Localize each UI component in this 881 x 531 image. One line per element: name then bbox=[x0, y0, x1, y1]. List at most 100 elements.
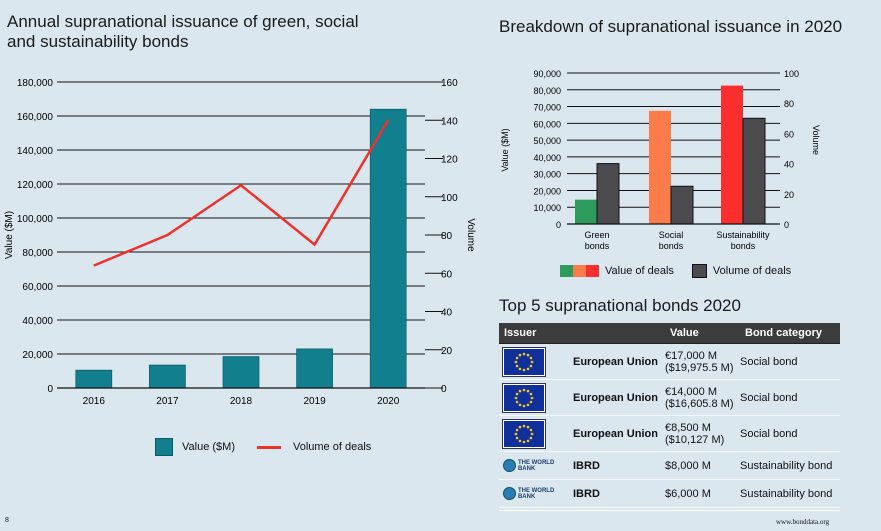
y-tick-label: 40,000 bbox=[22, 316, 53, 327]
legend-volume-label: Volume of deals bbox=[712, 265, 792, 277]
globe-icon bbox=[503, 487, 516, 500]
star bbox=[530, 432, 534, 435]
value-bar bbox=[575, 199, 597, 224]
table-row: THE WORLD BANK IBRD $8,000 M Sustainability… bbox=[499, 452, 840, 480]
issuer-cell: IBRD bbox=[573, 487, 600, 500]
globe-icon bbox=[503, 459, 516, 472]
logo-cell bbox=[499, 347, 573, 376]
y-tick-label: 0 bbox=[556, 220, 561, 230]
x-tick-label: Green bbox=[584, 230, 609, 240]
value-bar bbox=[75, 369, 113, 389]
volume-bar bbox=[742, 117, 766, 225]
x-tick-label: Sustainability bbox=[716, 230, 770, 240]
header-value: Value bbox=[670, 327, 699, 339]
value-primary: $8,000 M bbox=[665, 459, 711, 472]
eu-flag-icon bbox=[503, 383, 545, 412]
website-link[interactable]: www.bonddata.org bbox=[776, 518, 830, 526]
legend-red-swatch bbox=[586, 265, 599, 277]
y-tick-label: 70,000 bbox=[533, 103, 561, 113]
value-cell: €8,500 M ($10,127 M) bbox=[665, 422, 740, 446]
volume-bar bbox=[670, 185, 694, 225]
legend-green-swatch bbox=[560, 265, 573, 277]
y-tick-label: 100,000 bbox=[17, 214, 54, 225]
star bbox=[529, 436, 533, 439]
eu-flag-icon bbox=[503, 419, 545, 448]
y2-tick-label: 140 bbox=[441, 116, 458, 127]
star bbox=[529, 364, 533, 367]
eu-stars bbox=[514, 424, 534, 443]
legend-bar-swatch bbox=[155, 438, 173, 456]
star bbox=[522, 352, 526, 355]
x-tick-label: 2019 bbox=[303, 396, 326, 407]
star bbox=[526, 439, 530, 442]
y2-tick-label: 0 bbox=[784, 220, 789, 230]
y-tick-label: 20,000 bbox=[533, 186, 561, 196]
star bbox=[529, 356, 533, 359]
footer-divider bbox=[499, 510, 840, 511]
y2-tick-label: 40 bbox=[441, 308, 453, 319]
logo-cell bbox=[499, 419, 573, 448]
y-tick-label: 80,000 bbox=[22, 248, 53, 259]
star bbox=[515, 400, 519, 403]
y-tick-label: 180,000 bbox=[17, 78, 54, 89]
y-tick-label: 120,000 bbox=[17, 180, 54, 191]
right-chart-title: Breakdown of supranational issuance in 2… bbox=[499, 17, 843, 36]
issuer-cell: European Union bbox=[573, 427, 658, 440]
volume-line bbox=[93, 119, 390, 267]
value-usd: ($16,605.8 M) bbox=[665, 397, 734, 410]
table-row: European Union €8,500 M ($10,127 M) Social … bbox=[499, 416, 840, 452]
eu-stars bbox=[514, 388, 534, 407]
value-cell: €17,000 M ($19,975.5 M) bbox=[665, 350, 740, 374]
eu-stars bbox=[514, 352, 534, 371]
value-bar bbox=[369, 108, 407, 389]
star bbox=[526, 403, 530, 406]
star bbox=[514, 432, 518, 435]
legend-volume-swatch bbox=[691, 264, 707, 278]
y2-tick-label: 100 bbox=[441, 193, 458, 204]
star bbox=[518, 367, 522, 370]
category-cell: Sustainability bond bbox=[740, 459, 833, 472]
star bbox=[529, 392, 533, 395]
x-tick-label: bonds bbox=[659, 241, 684, 251]
y2-axis-label: Volume bbox=[465, 218, 476, 252]
y-tick-label: 80,000 bbox=[533, 86, 561, 96]
value-bar bbox=[222, 356, 260, 389]
y-tick-label: 30,000 bbox=[533, 170, 561, 180]
y2-tick-label: 80 bbox=[784, 99, 794, 109]
y-tick-label: 60,000 bbox=[22, 282, 53, 293]
x-tick-label: bonds bbox=[731, 241, 756, 251]
table-body: European Union €17,000 M ($19,975.5 M) Soci… bbox=[499, 344, 840, 508]
value-primary: $6,000 M bbox=[665, 487, 711, 500]
star bbox=[518, 425, 522, 428]
logo-cell: THE WORLD BANK bbox=[499, 459, 573, 472]
table-row: THE WORLD BANK IBRD $6,000 M Sustainability… bbox=[499, 480, 840, 508]
star bbox=[522, 368, 526, 371]
right-chart-legend: Value of deals Volume of deals bbox=[560, 264, 791, 278]
category-cell: Social bond bbox=[740, 391, 798, 404]
value-bar bbox=[296, 348, 333, 389]
y2-tick-label: 0 bbox=[441, 384, 447, 395]
star bbox=[526, 425, 530, 428]
y-tick-label: 40,000 bbox=[533, 153, 561, 163]
x-tick-label: bonds bbox=[585, 241, 610, 251]
logo-cell bbox=[499, 383, 573, 412]
star bbox=[518, 389, 522, 392]
breakdown-chart: 0 10,000 20,000 30,000 40,000 50,000 60,000 70,… bbox=[500, 69, 821, 251]
y-tick-label: 90,000 bbox=[533, 69, 561, 79]
star bbox=[515, 436, 519, 439]
legend-line-swatch bbox=[256, 445, 281, 449]
volume-bar bbox=[596, 163, 620, 225]
annual-issuance-chart: 0 20,000 40,000 60,000 80,000 100,000 120,000 1… bbox=[4, 78, 476, 407]
value-primary: €8,500 M bbox=[665, 421, 711, 434]
x-tick-label: 2018 bbox=[230, 396, 253, 407]
world-bank-logo-text: THE WORLD BANK bbox=[517, 459, 555, 472]
value-primary: €17,000 M bbox=[665, 349, 717, 362]
y2-tick-label: 160 bbox=[441, 78, 458, 89]
issuer-cell: European Union bbox=[573, 391, 658, 404]
legend-value-label: Value of deals bbox=[605, 265, 674, 277]
legend-bar-label: Value ($M) bbox=[182, 441, 235, 453]
value-cell: $8,000 M bbox=[665, 460, 740, 472]
y2-tick-label: 120 bbox=[441, 155, 458, 166]
y2-tick-label: 40 bbox=[784, 160, 794, 170]
value-bar bbox=[149, 364, 186, 389]
